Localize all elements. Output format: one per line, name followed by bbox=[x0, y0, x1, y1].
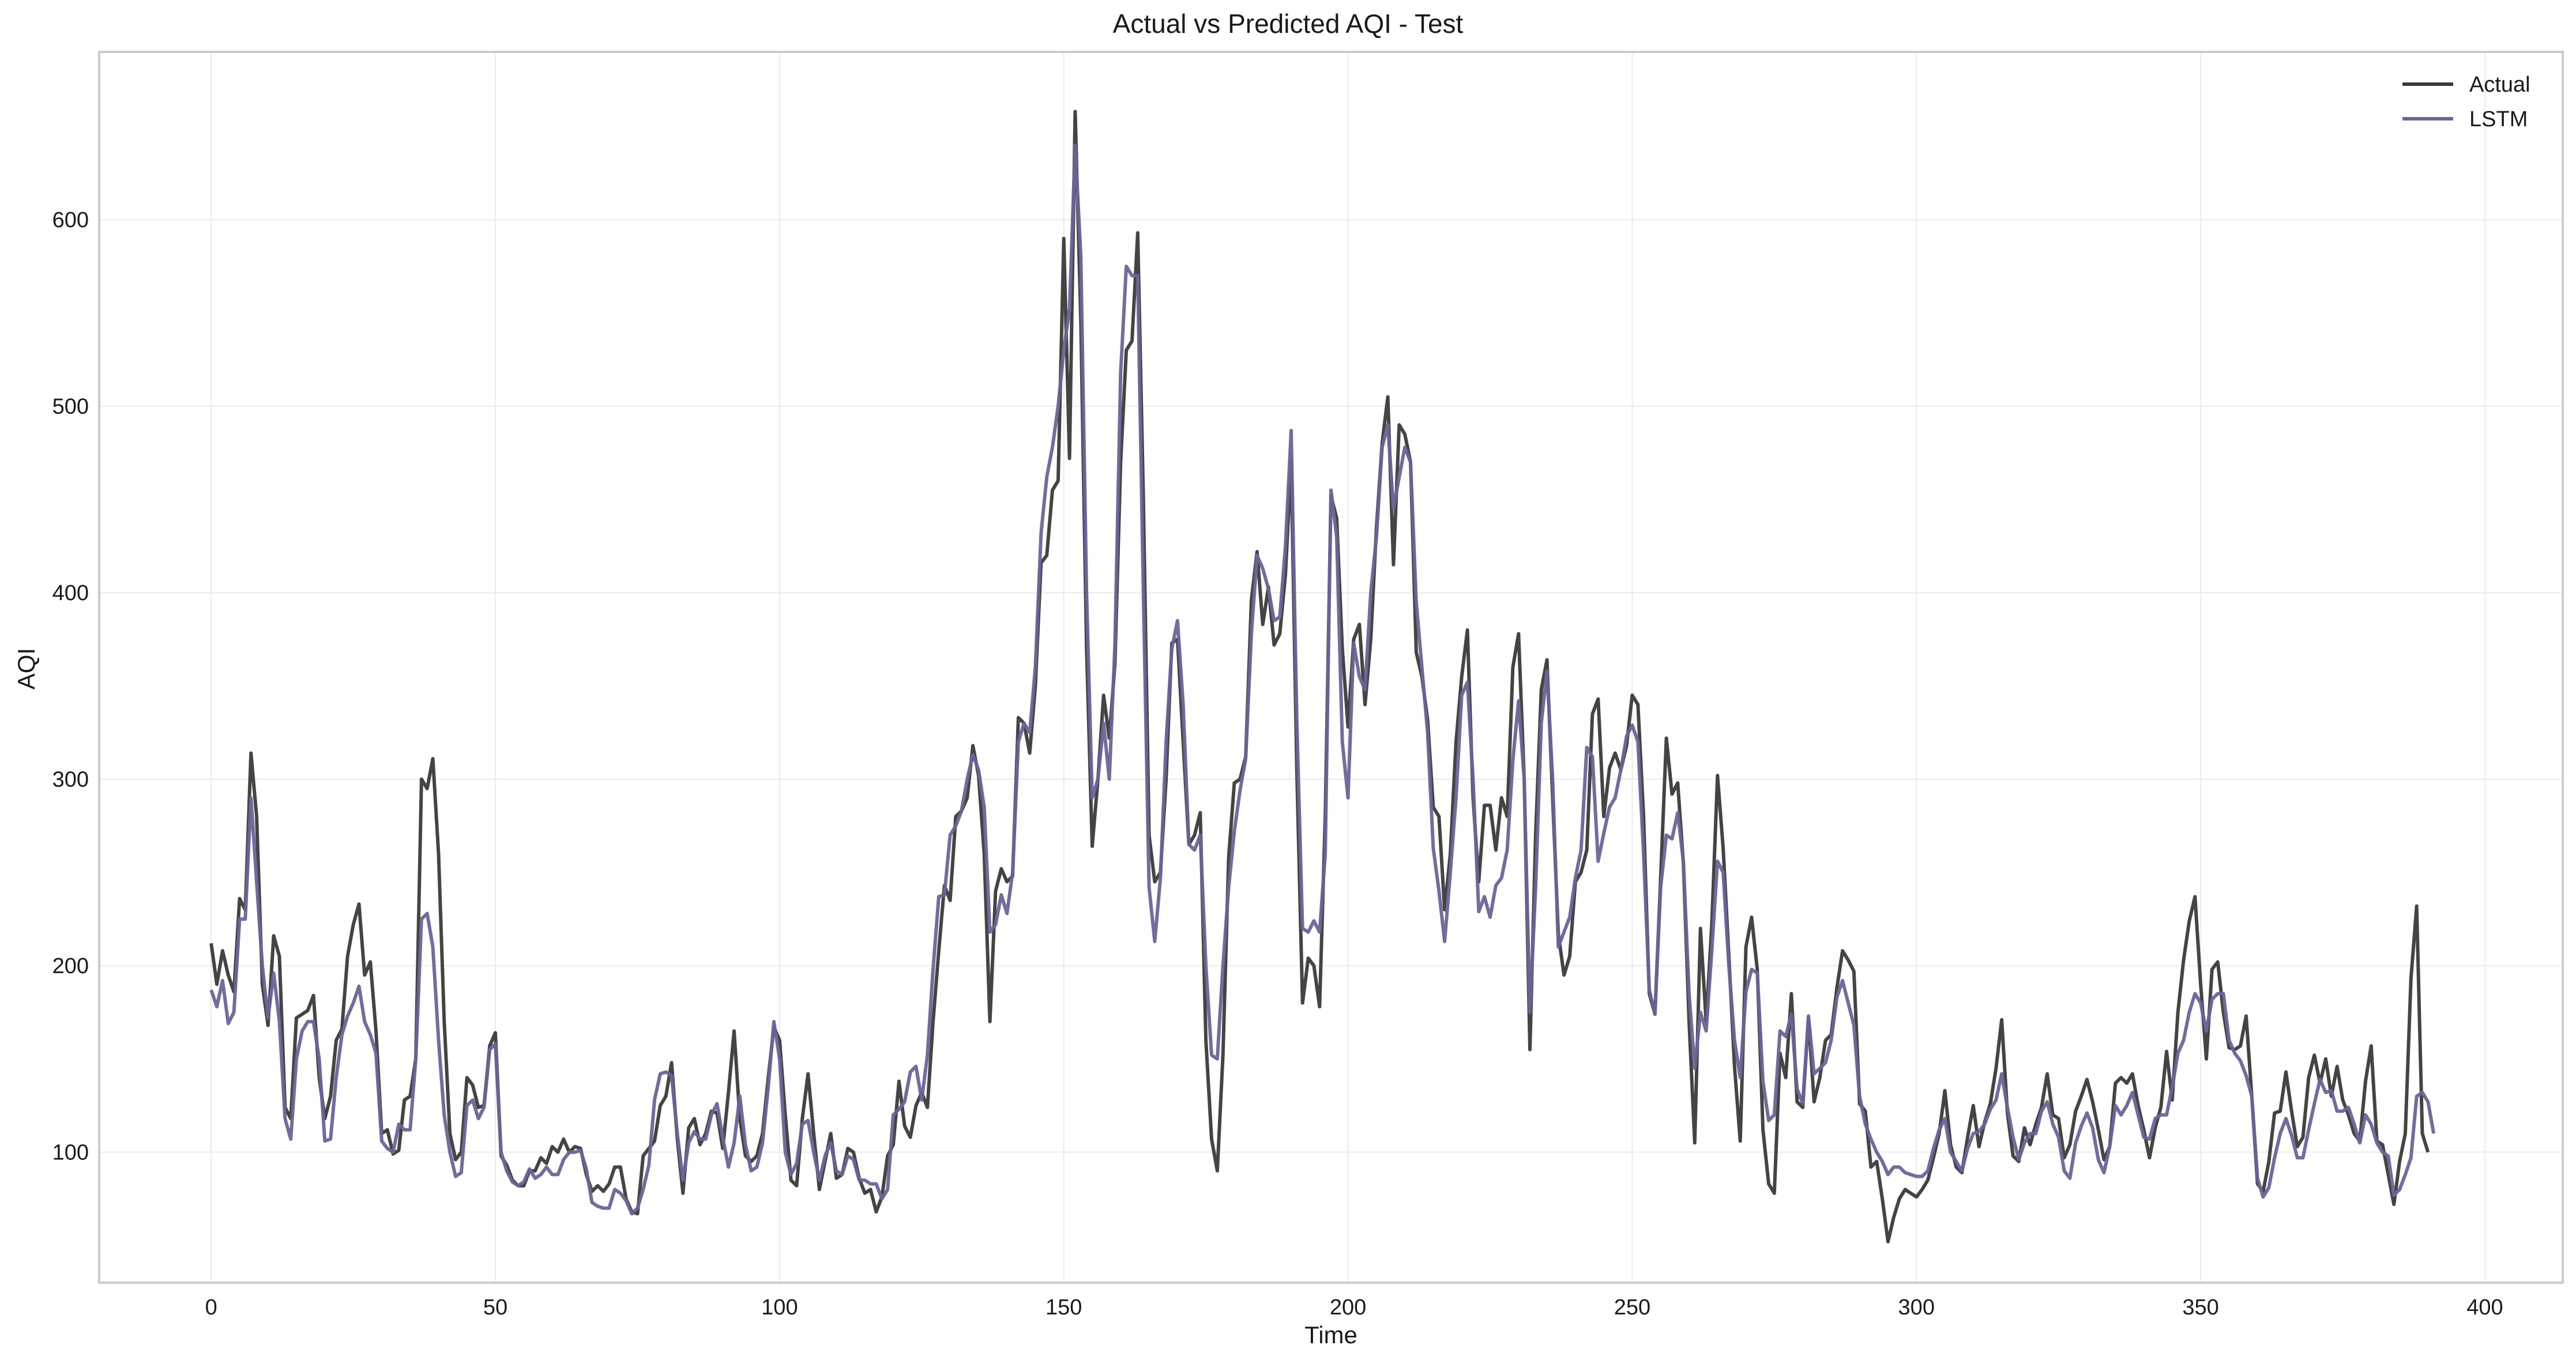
series-lines bbox=[209, 110, 2436, 1244]
x-tick-label: 250 bbox=[1614, 1295, 1650, 1320]
y-tick-label: 300 bbox=[52, 768, 89, 792]
x-tick-label: 400 bbox=[2466, 1295, 2503, 1320]
grid-lines bbox=[99, 52, 2563, 1283]
y-axis-label: AQI bbox=[13, 648, 40, 689]
series-line-actual bbox=[209, 110, 2430, 1244]
x-tick-label: 150 bbox=[1046, 1295, 1082, 1320]
legend-label-actual: Actual bbox=[2469, 73, 2530, 97]
y-tick-label: 600 bbox=[52, 208, 89, 232]
series-line-lstm bbox=[209, 143, 2436, 1216]
y-tick-label: 400 bbox=[52, 581, 89, 605]
legend: Actual LSTM bbox=[2402, 73, 2530, 131]
legend-label-lstm: LSTM bbox=[2469, 107, 2528, 131]
x-tick-label: 350 bbox=[2182, 1295, 2218, 1320]
tick-labels: 0 50 100 150 200 250 300 350 400 100 200 300 400 500 6… bbox=[52, 208, 2503, 1320]
plot-frame bbox=[98, 51, 2564, 1284]
x-tick-label: 300 bbox=[1898, 1295, 1935, 1320]
y-tick-label: 200 bbox=[52, 954, 89, 978]
x-tick-label: 0 bbox=[205, 1295, 217, 1320]
x-axis-label: Time bbox=[1304, 1321, 1357, 1348]
chart-title: Actual vs Predicted AQI - Test bbox=[1112, 9, 1464, 39]
y-tick-label: 100 bbox=[52, 1141, 89, 1165]
x-tick-label: 200 bbox=[1330, 1295, 1366, 1320]
x-tick-label: 50 bbox=[483, 1295, 507, 1320]
x-tick-label: 100 bbox=[761, 1295, 798, 1320]
y-tick-label: 500 bbox=[52, 395, 89, 419]
